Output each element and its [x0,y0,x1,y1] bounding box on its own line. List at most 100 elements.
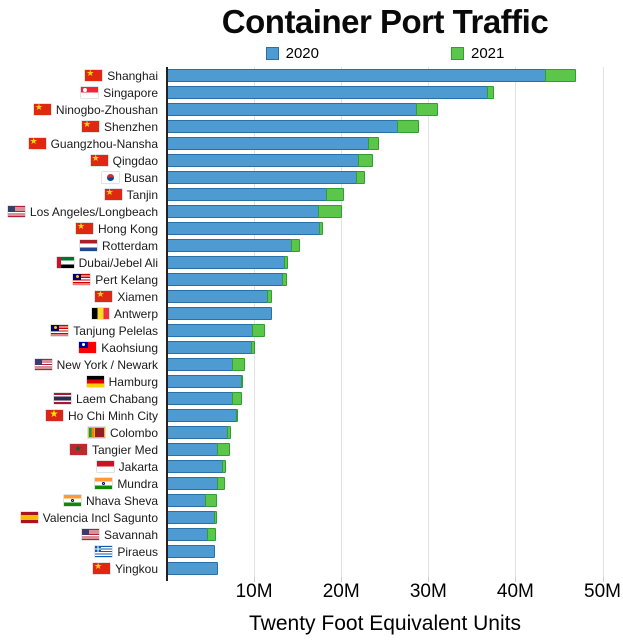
bar-track [167,152,623,169]
gridline [254,67,256,577]
bar-track [167,543,623,560]
port-label: Nhava Sheva [85,493,158,508]
port-row: Kaohsiung [0,339,623,356]
bar-track [167,407,623,424]
country-flag-icon [93,563,111,574]
x-tick-mark [428,577,430,582]
bar-track [167,254,623,271]
port-label: Hong Kong [97,221,158,236]
bar-2021-growth [355,171,365,184]
legend-label-2020: 2020 [285,44,319,62]
bar-2021-growth [251,341,255,354]
bar-2021-growth [544,69,577,82]
port-label: Busan [123,170,158,185]
bar-2021-growth [368,137,379,150]
port-label-cell: Guangzhou-Nansha [0,137,167,151]
bar-2020 [167,307,272,320]
bar-2020 [167,511,215,524]
bar-2020 [167,256,286,269]
country-flag-icon [53,393,71,404]
y-axis-line [166,67,168,581]
bar-2020 [167,341,253,354]
port-row: Piraeus [0,543,623,560]
legend-label-2021: 2021 [471,44,505,62]
bar-2020 [167,426,228,439]
bar-2021-growth [319,222,323,235]
port-row: Colombo [0,424,623,441]
port-row: Los Angeles/Longbeach [0,203,623,220]
port-label-cell: Qingdao [0,154,167,168]
port-label-cell: Laem Chabang [0,392,167,406]
port-row: Jakarta [0,458,623,475]
bar-2020 [167,222,321,235]
port-label-cell: Ho Chi Minh City [0,409,167,423]
bar-2021-growth [226,426,231,439]
port-row: Singapore [0,84,623,101]
bar-track [167,373,623,390]
bar-2021-growth [232,392,242,405]
bar-track [167,288,623,305]
gridline [428,67,430,577]
bar-2021-growth [396,120,419,133]
port-label: Valencia Incl Sagunto [42,510,158,525]
country-flag-icon [95,291,113,302]
port-label-cell: Jakarta [0,460,167,474]
port-label-cell: Shenzhen [0,120,167,134]
port-row: Tangier Med [0,441,623,458]
bar-track [167,237,623,254]
port-label-cell: Ninogbo-Zhoushan [0,103,167,117]
bar-2020 [167,460,223,473]
gridline [515,67,517,577]
country-flag-icon [101,172,119,183]
port-label-cell: Xiamen [0,290,167,304]
bar-2020 [167,171,357,184]
bar-2020 [167,273,283,286]
bar-2021-growth [213,511,217,524]
port-row: Shenzhen [0,118,623,135]
bar-track [167,135,623,152]
country-flag-icon [95,478,113,489]
x-tick-label: 20M [322,581,360,602]
bar-track [167,271,623,288]
bar-track [167,322,623,339]
port-label: Yingkou [115,561,158,576]
bar-2020 [167,324,254,337]
port-label-cell: Hong Kong [0,222,167,236]
country-flag-icon [91,308,109,319]
bar-2021-growth [205,494,217,507]
bar-2020 [167,137,370,150]
bar-track [167,441,623,458]
bar-2021-growth [252,324,265,337]
bar-track [167,220,623,237]
country-flag-icon [95,546,113,557]
port-row: Dubai/Jebel Ali [0,254,623,271]
country-flag-icon [69,444,87,455]
port-label-cell: Tanjin [0,188,167,202]
bar-track [167,84,623,101]
port-label-cell: Piraeus [0,545,167,559]
x-tick-label: 40M [496,581,534,602]
port-row: Antwerp [0,305,623,322]
bar-track [167,101,623,118]
bar-2020 [167,477,218,490]
bar-2021-growth [318,205,343,218]
port-label-cell: Rotterdam [0,239,167,253]
port-label: Tanjin [126,187,158,202]
country-flag-icon [79,240,97,251]
country-flag-icon [75,223,93,234]
x-axis: 10M 20M 30M 40M 50M [167,577,623,604]
gridline [341,67,343,577]
port-label-cell: Colombo [0,426,167,440]
port-label-cell: Mundra [0,477,167,491]
bar-2021-growth [291,239,301,252]
x-axis-title: Twenty Foot Equivalent Units [249,612,521,635]
x-tick-mark [515,577,517,582]
port-row: New York / Newark [0,356,623,373]
bar-track [167,424,623,441]
bar-2021-growth [232,358,246,371]
port-label: Singapore [103,85,158,100]
legend-swatch-2021-icon [451,46,464,60]
port-label: Tangier Med [91,442,158,457]
port-label-cell: Kaohsiung [0,341,167,355]
port-label: Qingdao [112,153,158,168]
